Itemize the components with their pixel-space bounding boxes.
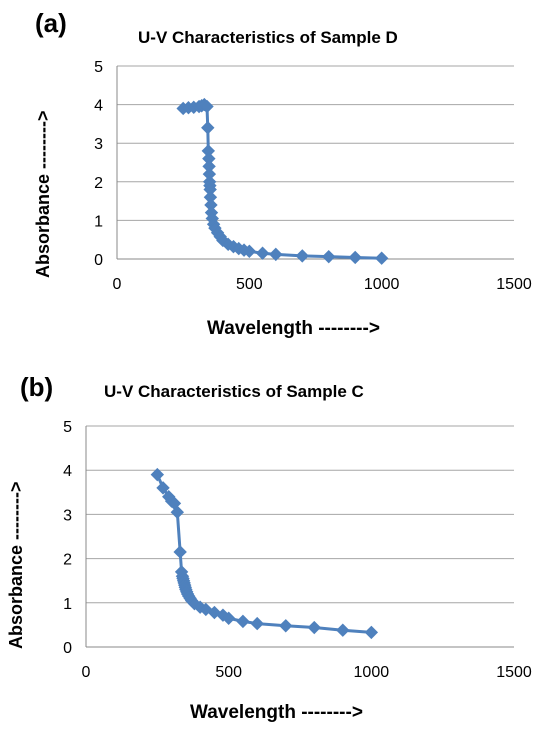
- chart-panel-a: (a) U-V Characteristics of Sample D Abso…: [0, 0, 540, 350]
- data-point-a: [200, 99, 214, 114]
- data-point-b: [364, 625, 379, 640]
- data-point-a: [348, 250, 362, 265]
- data-point-b: [150, 467, 165, 482]
- data-point-a: [242, 244, 257, 258]
- data-point-a: [255, 246, 270, 260]
- panel-label-b: (b): [20, 372, 54, 402]
- data-point-b: [307, 620, 321, 635]
- data-point-a: [374, 251, 389, 265]
- y-tick-label-b: 5: [63, 419, 72, 436]
- chart-panel-b: (b) U-V Characteristics of Sample C Abso…: [0, 364, 540, 729]
- y-tick-label-a: 0: [94, 252, 103, 269]
- data-point-b: [250, 616, 264, 631]
- data-point-b: [236, 614, 250, 629]
- y-tick-label-b: 0: [63, 640, 72, 657]
- x-tick-label-b: 500: [215, 664, 242, 681]
- data-point-a: [322, 249, 336, 264]
- data-point-b: [336, 623, 350, 637]
- plot-area-a: 0 1 2 3 4 5 0 500 1000 1500: [94, 59, 532, 293]
- x-axis-label-a: Wavelength -------->: [207, 318, 380, 339]
- x-axis-label-b: Wavelength -------->: [190, 702, 363, 723]
- y-tick-label-a: 3: [94, 136, 103, 153]
- panel-label-a: (a): [35, 8, 67, 38]
- x-tick-label-b: 0: [82, 664, 91, 681]
- data-point-a: [295, 249, 309, 263]
- data-point-b: [221, 611, 236, 625]
- y-tick-label-b: 2: [63, 552, 72, 569]
- data-point-a: [201, 121, 215, 135]
- data-point-b: [156, 481, 170, 495]
- x-tick-label-b: 1500: [496, 664, 532, 681]
- y-tick-label-b: 3: [63, 507, 72, 524]
- chart-title-a: U-V Characteristics of Sample D: [138, 28, 398, 47]
- x-tick-label-a: 1500: [496, 276, 532, 293]
- data-point-b: [279, 619, 293, 633]
- y-tick-label-a: 2: [94, 175, 103, 192]
- x-tick-label-a: 0: [113, 276, 122, 293]
- data-point-b: [187, 596, 202, 611]
- plot-area-b: 0 1 2 3 4 5 0 500 1000 1500: [63, 419, 532, 681]
- data-point-b: [173, 545, 187, 559]
- data-point-b: [170, 505, 185, 519]
- x-tick-label-a: 500: [236, 276, 263, 293]
- chart-title-b: U-V Characteristics of Sample C: [104, 382, 364, 401]
- y-tick-label-b: 1: [63, 596, 72, 613]
- x-tick-label-a: 1000: [364, 276, 400, 293]
- data-point-a: [216, 233, 230, 248]
- y-tick-label-a: 1: [94, 213, 103, 230]
- data-point-a: [269, 247, 283, 262]
- series-line-b: [155, 474, 372, 634]
- x-tick-label-b: 1000: [354, 664, 390, 681]
- y-tick-label-a: 5: [94, 59, 103, 76]
- y-tick-label-a: 4: [94, 98, 103, 115]
- y-tick-label-b: 4: [63, 463, 72, 480]
